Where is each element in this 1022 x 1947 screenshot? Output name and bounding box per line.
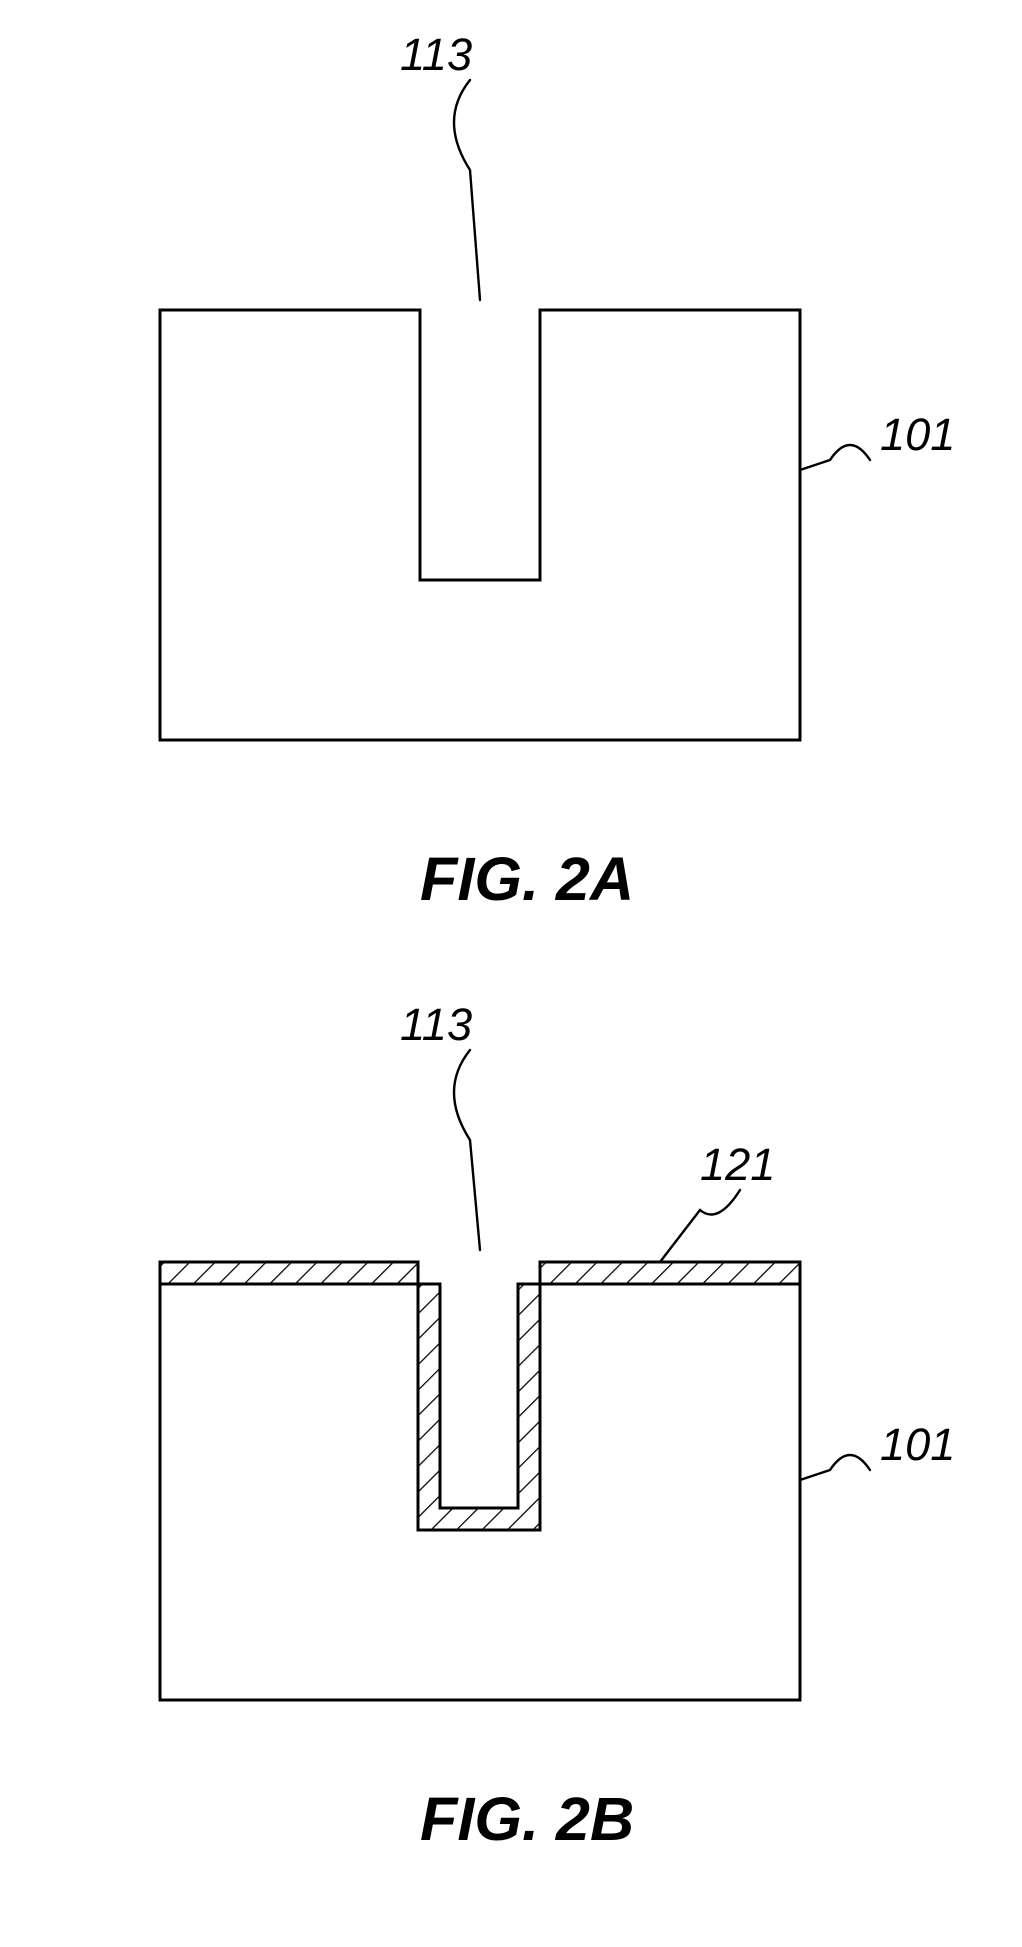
fig-2a-substrate xyxy=(160,310,800,740)
fig-2b-leader-2 xyxy=(800,1455,870,1480)
fig-2b-label-101: 101 xyxy=(880,1419,955,1470)
fig-2b-label-121: 121 xyxy=(700,1139,775,1190)
fig-2b-leader-1 xyxy=(660,1190,740,1262)
fig-2a-leader-1 xyxy=(800,445,870,470)
fig-2b-label-113: 113 xyxy=(400,999,472,1050)
fig-2b-substrate-101 xyxy=(160,1262,800,1700)
fig-2a-caption: FIG. 2A xyxy=(420,845,634,913)
fig-2a-label-101: 101 xyxy=(880,409,955,460)
fig-2b-caption: FIG. 2B xyxy=(420,1785,634,1853)
fig-2a-label-113: 113 xyxy=(400,29,472,80)
fig-2a-leader-0 xyxy=(454,80,480,300)
fig-2b-liner-121 xyxy=(160,1262,800,1530)
fig-2b-leader-0 xyxy=(454,1050,480,1250)
